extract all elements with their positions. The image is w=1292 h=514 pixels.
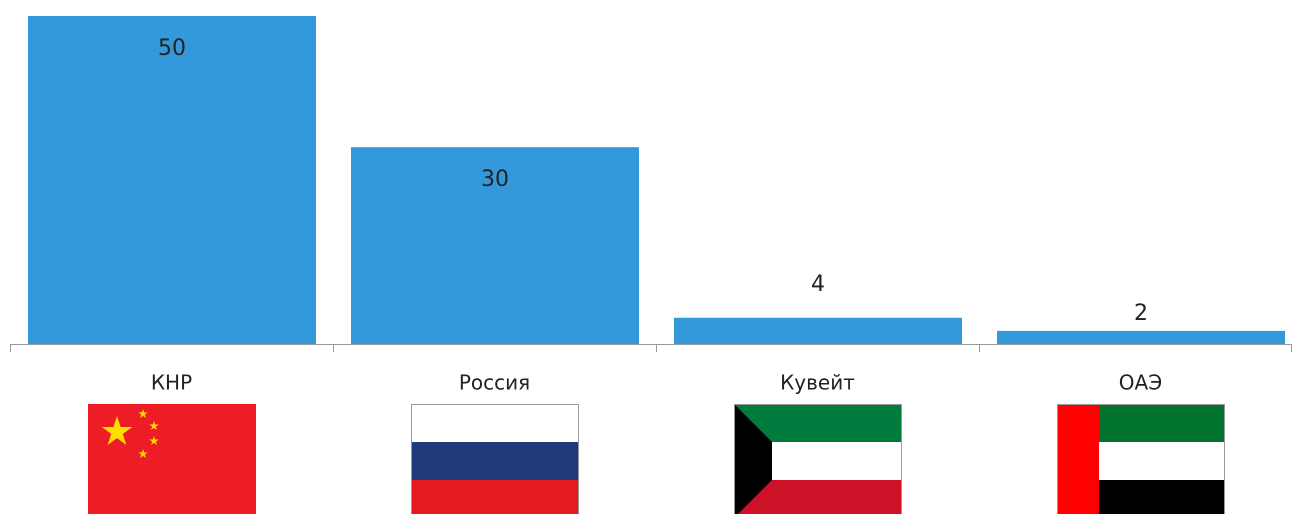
flag-kuwait — [734, 404, 902, 514]
value-label: 4 — [811, 272, 825, 297]
bar — [28, 16, 316, 344]
bar — [674, 317, 962, 344]
x-tick-label: Россия — [459, 371, 530, 395]
bar — [351, 147, 639, 344]
value-label: 50 — [158, 36, 186, 61]
x-tick-label: Кувейт — [780, 371, 855, 395]
flag-uae — [1057, 404, 1225, 514]
x-tick-label: ОАЭ — [1119, 371, 1162, 395]
flag-china — [88, 404, 256, 514]
bar — [997, 330, 1285, 344]
x-tick-label: КНР — [151, 371, 192, 395]
value-label: 30 — [481, 167, 509, 192]
flag-russia — [411, 404, 579, 514]
value-label: 2 — [1134, 301, 1148, 326]
